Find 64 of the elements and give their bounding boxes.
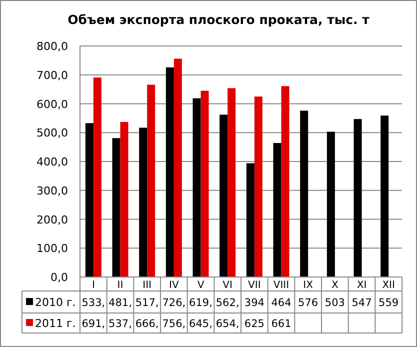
bar: [93, 77, 102, 277]
data-label: 562,: [216, 297, 240, 309]
data-label: 576: [298, 297, 318, 309]
data-label: 691,: [82, 318, 106, 330]
bar: [120, 122, 128, 277]
bar: [147, 84, 156, 277]
bar: [273, 143, 282, 277]
x-tick-label: XI: [356, 280, 367, 291]
data-label: 547: [352, 297, 372, 309]
bar: [200, 90, 209, 277]
data-label: 559: [378, 297, 399, 309]
legend-label: 2011 г.: [35, 317, 76, 330]
data-label: 537,: [108, 318, 132, 330]
y-tick-label: 500,0: [36, 126, 68, 140]
data-label: 661: [271, 318, 292, 330]
bar: [300, 110, 308, 277]
x-tick-label: VII: [248, 280, 261, 291]
data-label: 533,: [82, 297, 106, 309]
data-label: 625: [244, 318, 264, 330]
bar: [166, 67, 174, 277]
bar: [192, 98, 201, 277]
data-label: 756,: [162, 318, 186, 330]
x-tick-label: III: [142, 280, 152, 291]
bar: [174, 58, 182, 277]
bar: [220, 114, 228, 277]
data-label: 464: [271, 297, 292, 309]
x-tick-label: VIII: [273, 280, 290, 291]
y-tick-label: 700,0: [36, 68, 68, 82]
data-label: 726,: [162, 297, 186, 309]
data-label: 654,: [216, 318, 240, 330]
data-label: 619,: [189, 297, 212, 309]
bar: [254, 96, 262, 277]
bar: [246, 163, 254, 277]
x-tick-label: IV: [169, 280, 179, 291]
y-tick-label: 100,0: [36, 242, 68, 256]
y-tick-label: 200,0: [36, 213, 68, 226]
bar: [380, 116, 389, 277]
bar: [281, 86, 290, 277]
x-tick-label: X: [331, 280, 338, 291]
legend-label: 2010 г.: [35, 296, 76, 309]
data-label: 666,: [135, 318, 159, 330]
bar: [228, 88, 236, 277]
data-label: 517,: [135, 297, 159, 309]
y-tick-label: 600,0: [36, 98, 68, 111]
x-tick-label: IX: [303, 280, 314, 291]
bar: [326, 132, 335, 277]
data-label: 481,: [108, 297, 132, 309]
x-tick-label: I: [92, 280, 95, 291]
x-tick-label: II: [117, 280, 124, 291]
bar: [85, 123, 94, 277]
chart-title: Объем экспорта плоского проката, тыс. т: [68, 12, 370, 27]
bar: [112, 138, 120, 277]
x-tick-label: XII: [382, 280, 395, 291]
data-label: 503: [324, 297, 345, 309]
y-tick-label: 0,0: [50, 271, 68, 284]
bar: [139, 128, 148, 277]
y-tick-label: 800,0: [36, 40, 68, 53]
bar: [354, 119, 362, 277]
data-label: 394: [244, 297, 265, 309]
y-tick-label: 300,0: [36, 184, 68, 198]
x-tick-label: V: [197, 280, 204, 291]
data-label: 645,: [189, 318, 212, 330]
x-tick-label: VI: [222, 280, 232, 291]
y-tick-label: 400,0: [36, 156, 68, 168]
